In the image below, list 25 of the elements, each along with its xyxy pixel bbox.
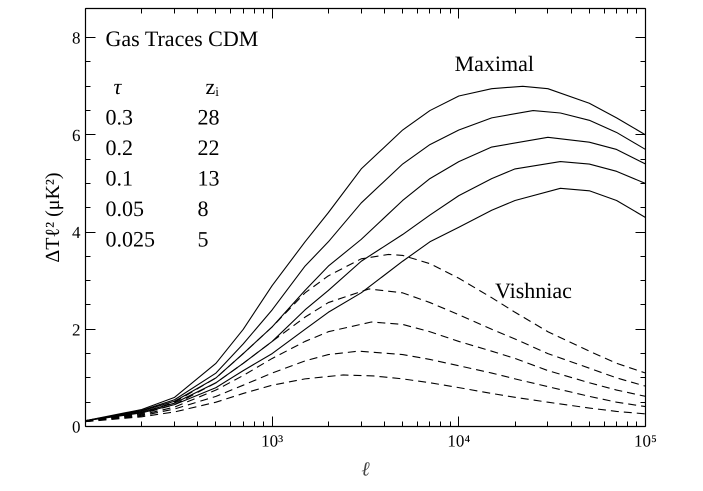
annotation: Vishniac bbox=[495, 278, 572, 303]
y-tick-label: 4 bbox=[72, 223, 81, 242]
x-axis-title: ℓ bbox=[361, 458, 370, 480]
annotation: 28 bbox=[198, 104, 220, 130]
x-tick-label: 10³ bbox=[261, 432, 284, 450]
annotation: 0.3 bbox=[106, 104, 133, 130]
annotation: zᵢ bbox=[206, 74, 220, 99]
x-tick-label: 10⁴ bbox=[447, 432, 470, 450]
annotation: 8 bbox=[198, 196, 208, 221]
annotation: 0.05 bbox=[106, 196, 144, 221]
annotation: Maximal bbox=[454, 51, 534, 76]
text: Gas Traces CDM bbox=[106, 26, 258, 51]
y-axis-title: ΔTℓ² (μK²) bbox=[42, 172, 64, 263]
y-tick-label: 6 bbox=[72, 126, 80, 145]
y-tick-label: 0 bbox=[72, 418, 80, 436]
annotation: 0.1 bbox=[106, 166, 133, 190]
annotation: 0.025 bbox=[106, 226, 155, 252]
annotation: 0.2 bbox=[106, 135, 133, 160]
annotation: 5 bbox=[198, 226, 208, 252]
x-tick-label: 10⁵ bbox=[634, 432, 658, 450]
y-tick-label: 2 bbox=[72, 320, 80, 340]
annotation: 13 bbox=[198, 166, 220, 190]
annotation: τ bbox=[114, 74, 122, 99]
y-tick-label: 8 bbox=[72, 28, 80, 48]
annotation: 22 bbox=[198, 135, 220, 160]
